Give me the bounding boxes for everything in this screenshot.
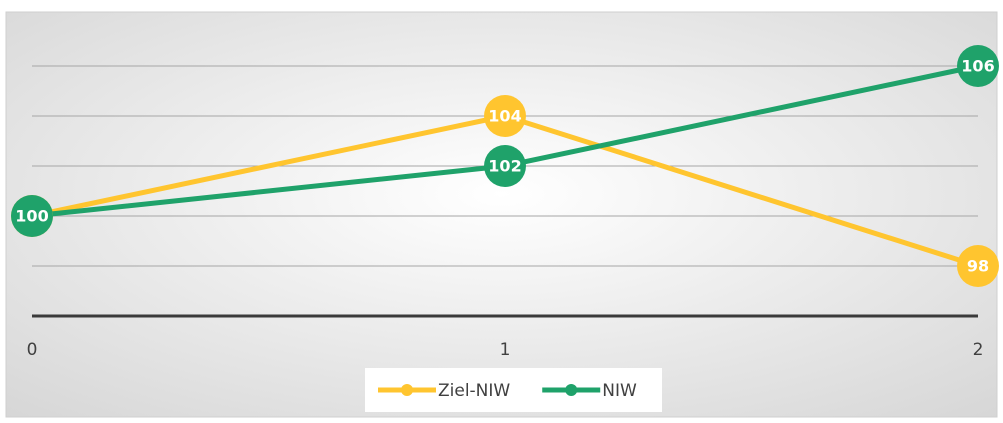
legend-marker xyxy=(401,384,413,396)
marker xyxy=(11,195,53,237)
marker xyxy=(957,245,999,287)
marker xyxy=(484,95,526,137)
data-label: 106 xyxy=(961,57,994,76)
data-label: 104 xyxy=(488,107,521,126)
x-tick-label: 2 xyxy=(973,340,984,360)
legend-label: Ziel-NIW xyxy=(438,381,510,401)
x-tick-label: 1 xyxy=(500,340,511,360)
data-label: 98 xyxy=(967,257,989,276)
data-label: 102 xyxy=(488,157,521,176)
chart-background xyxy=(5,11,998,418)
marker xyxy=(957,45,999,87)
data-label: 100 xyxy=(15,207,48,226)
legend-label: NIW xyxy=(602,381,637,401)
legend-marker xyxy=(565,384,578,396)
marker xyxy=(484,145,526,187)
x-tick-label: 0 xyxy=(27,340,38,360)
